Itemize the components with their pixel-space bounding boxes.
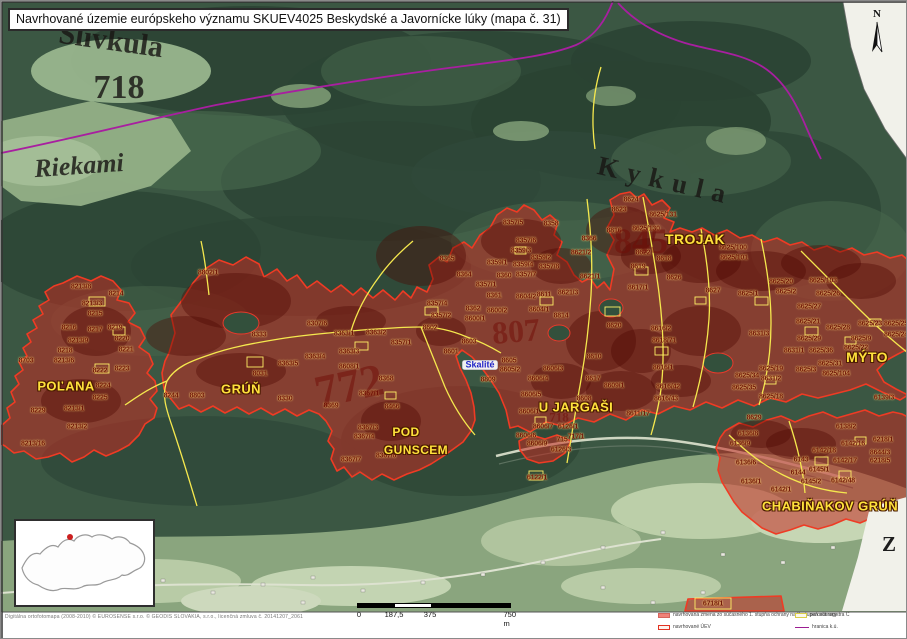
scale-tick: 187,5 <box>384 610 404 619</box>
village-buildings <box>120 530 836 605</box>
north-arrow-icon <box>872 21 883 53</box>
map-title-text: Navrhované územie európskeho významu SKU… <box>16 12 561 26</box>
north-label: N <box>873 8 881 20</box>
legend-swatch-pink-fill <box>658 612 670 618</box>
legend-label: parcela registra C <box>810 612 850 618</box>
legend-label: navrhovaná zmena zo súčasného 1. stupňa … <box>673 612 837 618</box>
scale-bar-blocks <box>357 603 511 608</box>
scale-bar-ticks: 0 187,5 375 750 m <box>356 608 532 628</box>
legend-swatch-red-outline <box>658 624 670 630</box>
parcel-roads <box>124 66 906 507</box>
north-arrow: N <box>865 9 889 61</box>
meadow-patches <box>1 39 766 206</box>
uev-polygons <box>1 191 906 612</box>
scale-tick: 750 m <box>503 610 517 628</box>
cadastre-boundary-line <box>1 1 822 160</box>
slovakia-outline <box>21 534 146 592</box>
legend-item-change: navrhovaná zmena zo súčasného 1. stupňa … <box>658 612 837 618</box>
scale-tick: 0 <box>356 610 362 619</box>
overview-inset-map <box>14 519 155 607</box>
uev-polygon-sliver-bottom <box>684 595 785 612</box>
legend-label: navrhované ÚEV <box>673 624 711 630</box>
uev-polygon-sliver-south <box>518 434 572 464</box>
legend-item-uev: navrhované ÚEV <box>658 624 711 630</box>
scale-tick: 375 <box>423 610 437 619</box>
legend-swatch-purple-line <box>795 626 809 628</box>
nodata-wedge-topright <box>842 1 906 159</box>
legend-item-boundary: hranica k.ú. <box>795 624 838 630</box>
legend: navrhovaná zmena zo súčasného 1. stupňa … <box>658 609 906 635</box>
scale-bar: 0 187,5 375 750 m <box>356 603 532 628</box>
bottom-margin <box>1 612 906 638</box>
uev-polygon-main <box>161 191 906 481</box>
uev-polygon-west <box>1 275 158 463</box>
parcel-outlines <box>88 246 882 610</box>
legend-item-parcel: parcela registra C <box>795 612 849 618</box>
uev-forest-shade <box>41 206 896 460</box>
legend-label: hranica k.ú. <box>812 624 838 630</box>
uev-holes <box>222 298 734 374</box>
location-marker <box>67 534 73 540</box>
nodata-wedge-bottomright <box>842 497 906 611</box>
legend-swatch-yellow-outline <box>795 612 807 618</box>
corner-letter-z: Z <box>882 532 897 556</box>
map-title: Navrhované územie európskeho významu SKU… <box>8 8 569 31</box>
copyright-note: Digitálna ortofotomapa (2008-2010) © EUR… <box>5 614 304 620</box>
